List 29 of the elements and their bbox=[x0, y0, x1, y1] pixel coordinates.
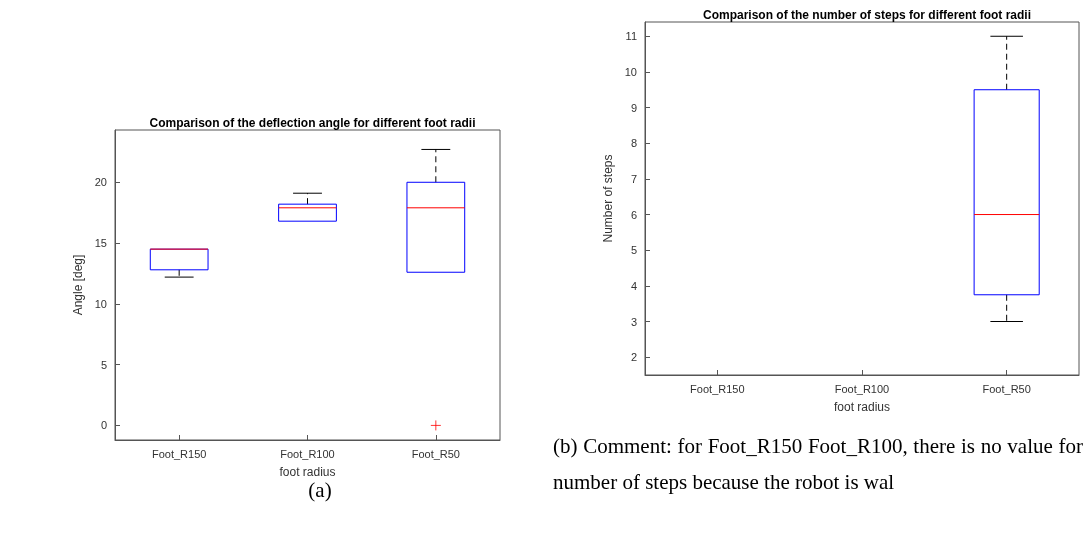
y-tick-label: 5 bbox=[630, 244, 637, 257]
y-tick-label: 0 bbox=[100, 419, 107, 432]
y-tick-label: 15 bbox=[94, 237, 107, 250]
text: (b) Comment: for Foot_R150 Foot_R100, there is no value for number of steps because the robot is wal bbox=[553, 433, 1083, 496]
y-tick-label: 10 bbox=[94, 297, 107, 310]
x-axis-title: foot radius bbox=[833, 400, 891, 414]
y-tick-label: 7 bbox=[630, 172, 637, 185]
y-tick-label: 11 bbox=[625, 30, 637, 43]
y-tick-label: 20 bbox=[94, 176, 107, 189]
chart-title: Comparison of the deflection angle for different foot radii bbox=[149, 116, 476, 130]
y-tick-label: 8 bbox=[630, 137, 637, 150]
x-tick-label: Foot_R150 bbox=[690, 382, 745, 395]
x-axis-title: foot radius bbox=[279, 465, 336, 479]
y-tick-label: 9 bbox=[630, 101, 637, 114]
x-tick-label: Foot_R150 bbox=[151, 447, 207, 460]
y-tick-label: 6 bbox=[630, 208, 637, 221]
x-tick-label: Foot_R50 bbox=[411, 447, 460, 460]
y-axis-title: Number of steps bbox=[600, 154, 615, 243]
x-tick-label: Foot_R50 bbox=[982, 382, 1031, 395]
y-tick-label: 4 bbox=[630, 279, 637, 292]
y-tick-label: 5 bbox=[100, 358, 107, 371]
y-axis-title: Angle [deg] bbox=[70, 254, 85, 316]
y-tick-label: 2 bbox=[630, 351, 637, 364]
chart-title: Comparison of the number of steps for different foot radii bbox=[702, 8, 1032, 22]
y-tick-label: 3 bbox=[630, 315, 637, 328]
text: (a) bbox=[308, 478, 332, 502]
y-tick-label: 10 bbox=[624, 65, 637, 78]
x-tick-label: Foot_R100 bbox=[834, 382, 890, 395]
x-tick-label: Foot_R100 bbox=[280, 447, 335, 460]
